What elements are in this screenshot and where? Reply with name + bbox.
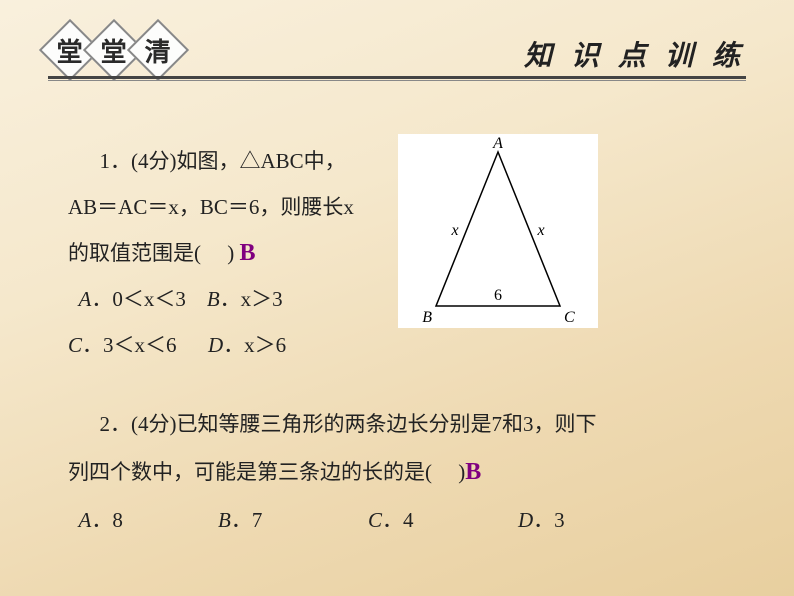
diamond-3-char: 清: [145, 31, 171, 68]
header-right-title: 知 识 点 训 练: [524, 34, 746, 74]
q1-opts-row2: C．3＜x＜6 D．x＞6: [68, 322, 388, 368]
label-x-left: x: [450, 222, 458, 239]
diamond-3: 清: [127, 19, 189, 81]
question-1: 1．(4分)如图，△ABC中， AB＝AC＝x，BC＝6，则腰长x 的取值范围是…: [68, 138, 388, 368]
q2-line2: 列四个数中，可能是第三条边的长的是( )B: [68, 448, 728, 496]
diamond-1-char: 堂: [57, 31, 83, 68]
q1-line3: 的取值范围是( ) B: [68, 230, 388, 276]
q1-line3a: 的取值范围是(: [68, 241, 201, 265]
q2-line1: 2．(4分)已知等腰三角形的两条边长分别是7和3，则下: [68, 400, 728, 448]
label-C: C: [564, 309, 575, 326]
header-underline: [48, 76, 746, 80]
q1-line2: AB＝AC＝x，BC＝6，则腰长x: [68, 184, 388, 230]
q1-optC-letter: C: [68, 333, 82, 357]
q2-optD: ．3: [533, 508, 565, 532]
q2-optC-letter: C: [368, 508, 382, 532]
q1-optD-letter: D: [208, 333, 223, 357]
label-6: 6: [494, 287, 502, 304]
q2-opts-row: A．8 B．7 C．4 D．3: [68, 496, 728, 544]
question-2: 2．(4分)已知等腰三角形的两条边长分别是7和3，则下 列四个数中，可能是第三条…: [68, 400, 728, 544]
q1-optD: ．x＞6: [223, 333, 286, 357]
q1-answer: B: [240, 240, 256, 266]
q2-optD-letter: D: [518, 508, 533, 532]
q1-opts-row1: A．0＜x＜3 B．x＞3: [68, 276, 388, 322]
q2-line2a: 列四个数中，可能是第三条边的长的是(: [68, 460, 432, 484]
q1-optA-letter: A: [79, 287, 92, 311]
label-x-right: x: [536, 222, 544, 239]
q2-optB-letter: B: [218, 508, 231, 532]
q2-optC: ．4: [382, 508, 414, 532]
diamond-2-char: 堂: [101, 31, 127, 68]
q1-line3b: ): [227, 241, 234, 265]
q2-optA: ．8: [91, 508, 123, 532]
q1-optA: ．0＜x＜3: [91, 287, 186, 311]
q2-optA-letter: A: [79, 508, 92, 532]
triangle-svg: A B C x x 6: [398, 134, 598, 328]
q1-line1: 1．(4分)如图，△ABC中，: [68, 138, 388, 184]
label-A: A: [492, 135, 503, 152]
q2-answer: B: [465, 459, 481, 485]
q2-optB: ．7: [231, 508, 263, 532]
label-B: B: [422, 309, 432, 326]
triangle-figure: A B C x x 6: [398, 134, 598, 328]
q1-optB-letter: B: [207, 287, 220, 311]
q1-optB: ．x＞3: [220, 287, 283, 311]
q1-optC: ．3＜x＜6: [82, 333, 177, 357]
